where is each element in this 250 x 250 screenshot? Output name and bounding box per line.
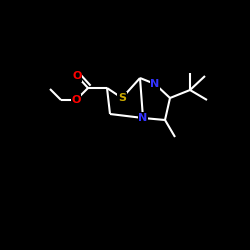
Text: N: N <box>138 113 147 123</box>
Text: S: S <box>118 93 126 103</box>
Text: N: N <box>150 79 160 89</box>
Text: O: O <box>71 95 81 105</box>
Text: O: O <box>72 71 82 81</box>
